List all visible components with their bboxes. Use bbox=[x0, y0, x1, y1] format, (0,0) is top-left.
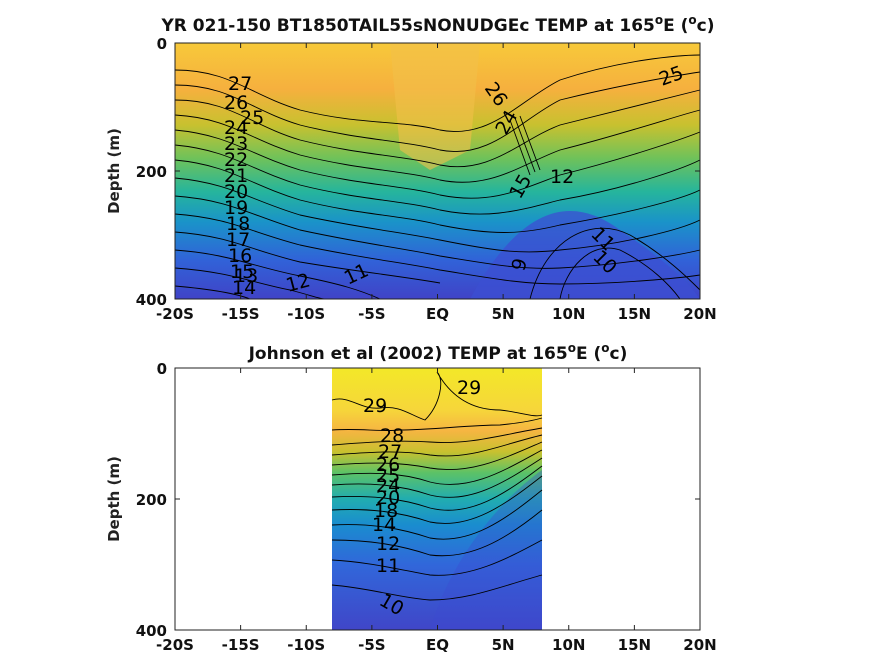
contour-label: 19 bbox=[224, 197, 248, 219]
contour-label: 27 bbox=[378, 441, 402, 463]
x-tick-label: -20S bbox=[156, 636, 194, 654]
panel-2-yaxis: 0 200 400 bbox=[136, 360, 700, 640]
contour-label: 14 bbox=[372, 514, 396, 536]
contour-label: 26 bbox=[224, 92, 248, 114]
contour-label: 24 bbox=[376, 475, 400, 497]
contour-label: 22 bbox=[224, 149, 248, 171]
x-tick-label: 15N bbox=[618, 636, 651, 654]
x-tick-label: -10S bbox=[287, 305, 325, 323]
panel-1-yaxis: 0 200 400 bbox=[136, 35, 700, 309]
contour-label: 25 bbox=[376, 465, 400, 487]
contour-label: 12 bbox=[376, 533, 400, 555]
contour-label: 18 bbox=[374, 500, 398, 522]
x-tick-label: 10N bbox=[552, 636, 585, 654]
x-tick-label: 20N bbox=[683, 305, 716, 323]
contour-label: 21 bbox=[224, 165, 248, 187]
y-tick-label: 400 bbox=[136, 622, 167, 640]
panel-2-xaxis: -20S -15S -10S -5S EQ 5N 10N 15N 20N bbox=[156, 368, 717, 654]
x-tick-label: EQ bbox=[426, 305, 449, 323]
x-tick-label: -10S bbox=[287, 636, 325, 654]
panel-1-warm-pool bbox=[390, 43, 480, 170]
contour-label: 9 bbox=[508, 256, 532, 273]
panel-1-title: YR 021-150 BT1850TAIL55sNONUDGEc TEMP at… bbox=[160, 13, 714, 36]
panel-1-contours bbox=[174, 54, 701, 300]
contour-label: 25 bbox=[240, 107, 264, 129]
contour-label: 16 bbox=[228, 245, 252, 267]
contour-label: 12 bbox=[550, 166, 574, 188]
panel-2-ylabel: Depth (m) bbox=[105, 456, 123, 542]
panel-2-contours bbox=[331, 371, 543, 601]
contour-label: 17 bbox=[226, 229, 250, 251]
x-tick-label: -20S bbox=[156, 305, 194, 323]
contour-label: 23 bbox=[224, 133, 248, 155]
contour-label: 24 bbox=[224, 117, 248, 139]
y-tick-label: 0 bbox=[157, 360, 167, 378]
panel-1: YR 021-150 BT1850TAIL55sNONUDGEc TEMP at… bbox=[105, 13, 717, 323]
panel-1-ylabel: Depth (m) bbox=[105, 128, 123, 214]
y-tick-label: 0 bbox=[157, 35, 167, 53]
contour-label: 20 bbox=[224, 181, 248, 203]
y-tick-label: 200 bbox=[136, 163, 167, 181]
panel-1-cold-dome bbox=[470, 210, 700, 299]
panel-2-title: Johnson et al (2002) TEMP at 165oE (oc) bbox=[248, 341, 628, 364]
contour-label: 28 bbox=[380, 425, 404, 447]
contour-label: 27 bbox=[228, 73, 252, 95]
x-tick-label: EQ bbox=[426, 636, 449, 654]
contour-label: 11 bbox=[376, 555, 400, 577]
x-tick-label: -5S bbox=[358, 636, 385, 654]
x-tick-label: 15N bbox=[618, 305, 651, 323]
x-tick-label: 20N bbox=[683, 636, 716, 654]
contour-label: 29 bbox=[457, 377, 481, 399]
contour-label: 20 bbox=[376, 487, 400, 509]
y-tick-label: 200 bbox=[136, 491, 167, 509]
contour-label: 13 bbox=[234, 265, 258, 287]
contour-label: 26 bbox=[376, 454, 400, 476]
x-tick-label: -5S bbox=[358, 305, 385, 323]
y-tick-label: 400 bbox=[136, 291, 167, 309]
x-tick-label: -15S bbox=[222, 305, 260, 323]
panel-1-xaxis: -20S -15S -10S -5S EQ 5N 10N 15N 20N bbox=[156, 43, 717, 323]
contour-label: 29 bbox=[363, 395, 387, 417]
x-tick-label: -15S bbox=[222, 636, 260, 654]
panel-2: Johnson et al (2002) TEMP at 165oE (oc) … bbox=[105, 341, 717, 654]
x-tick-label: 5N bbox=[492, 305, 515, 323]
x-tick-label: 10N bbox=[552, 305, 585, 323]
contour-label: 18 bbox=[226, 213, 250, 235]
contour-label: 15 bbox=[230, 261, 254, 283]
panel-2-field bbox=[332, 368, 542, 630]
contour-label: 14 bbox=[232, 277, 256, 299]
panel-2-cold-region bbox=[430, 470, 542, 630]
x-tick-label: 5N bbox=[492, 636, 515, 654]
